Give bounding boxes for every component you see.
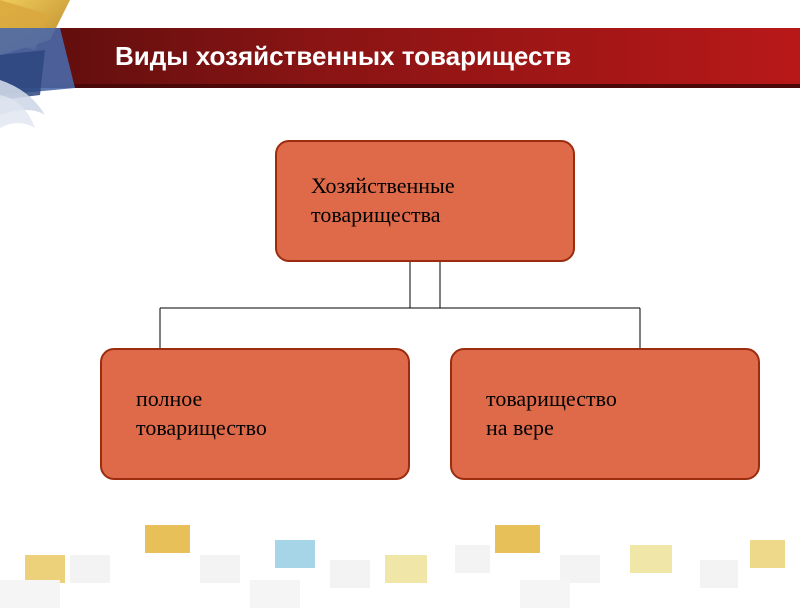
mosaic-cell: [520, 580, 570, 608]
mosaic-cell: [70, 555, 110, 583]
node-right: товариществона вере: [450, 348, 760, 480]
mosaic-cell: [630, 545, 672, 573]
mosaic-cell: [330, 560, 370, 588]
org-chart: Хозяйственныетоварищества полноетоварищес…: [0, 140, 800, 540]
slide-title-band: Виды хозяйственных товариществ: [0, 28, 800, 88]
mosaic-cell: [750, 540, 785, 568]
mosaic-cell: [560, 555, 600, 583]
node-root: Хозяйственныетоварищества: [275, 140, 575, 262]
mosaic-cell: [0, 580, 60, 608]
mosaic-cell: [455, 545, 490, 573]
mosaic-cell: [385, 555, 427, 583]
node-label-root: Хозяйственныетоварищества: [311, 172, 455, 229]
corner-decoration: [0, 0, 110, 130]
node-left: полноетоварищество: [100, 348, 410, 480]
mosaic-cell: [250, 580, 300, 608]
mosaic-cell: [25, 555, 65, 583]
mosaic-cell: [700, 560, 738, 588]
mosaic-cell: [275, 540, 315, 568]
mosaic-cell: [200, 555, 240, 583]
node-label-right: товариществона вере: [486, 385, 617, 442]
slide-title: Виды хозяйственных товариществ: [115, 41, 571, 72]
node-label-left: полноетоварищество: [136, 385, 267, 442]
